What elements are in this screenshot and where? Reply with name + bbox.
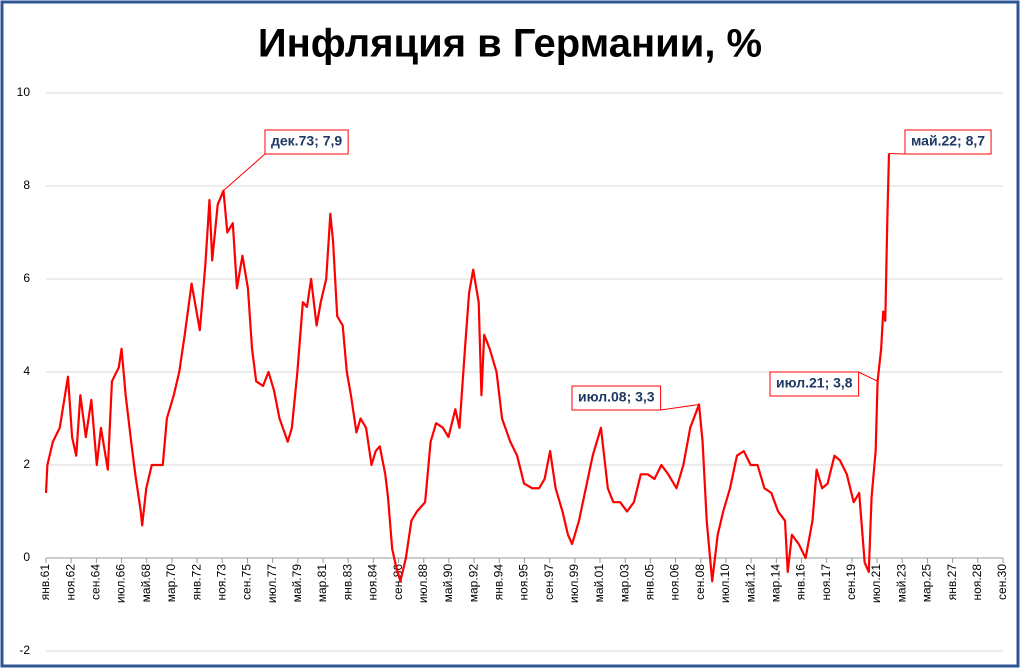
x-tick-label: сен.19 — [844, 564, 858, 600]
x-tick-label: май.90 — [441, 564, 455, 603]
x-tick-label: мар.92 — [466, 564, 480, 603]
x-tick-label: май.79 — [290, 564, 304, 603]
annotation-box — [264, 129, 349, 155]
x-tick-label: ноя.28 — [970, 564, 984, 601]
x-tick-label: июл.66 — [114, 564, 128, 603]
x-tick-label: ноя.17 — [819, 564, 833, 601]
x-tick-label: ноя.06 — [668, 564, 682, 601]
x-tick-label: мар.81 — [315, 564, 329, 603]
x-tick-label: янв.27 — [945, 564, 959, 601]
annotation: дек.73; 7,9 — [271, 133, 342, 149]
x-tick-label: янв.05 — [643, 564, 657, 601]
x-tick-label: май.68 — [139, 564, 153, 603]
y-tick-label: 4 — [23, 364, 30, 378]
x-tick-label: май.01 — [592, 564, 606, 603]
x-tick-label: июл.21 — [869, 564, 883, 603]
annotation-box — [571, 385, 662, 411]
y-tick-label: -2 — [19, 643, 30, 657]
x-tick-label: май.23 — [894, 564, 908, 603]
x-tick-label: июл.88 — [416, 564, 430, 603]
y-tick-label: 2 — [23, 457, 30, 471]
x-tick-label: сен.08 — [693, 564, 707, 600]
x-tick-label: сен.75 — [240, 564, 254, 600]
leader — [888, 152, 906, 155]
leader — [223, 153, 266, 192]
line-series — [44, 153, 891, 583]
leader — [858, 371, 878, 382]
x-tick-label: май.12 — [743, 564, 757, 603]
x-tick-label: ноя.95 — [517, 564, 531, 601]
y-tick-label: 0 — [23, 550, 30, 564]
chart-title: Инфляция в Германии, % — [258, 22, 762, 66]
annotation: июл.21; 3,8 — [776, 375, 853, 391]
x-tick-label: янв.61 — [38, 564, 52, 601]
y-tick-label: 6 — [23, 271, 30, 285]
x-tick-label: мар.25 — [920, 564, 934, 603]
x-tick-label: ноя.84 — [366, 564, 380, 601]
x-tick-label: июл.99 — [567, 564, 581, 603]
x-tick-label: янв.16 — [794, 564, 808, 601]
x-tick-label: янв.83 — [340, 564, 354, 601]
x-tick-label: сен.97 — [542, 564, 556, 600]
x-tick-label: янв.72 — [189, 564, 203, 601]
annotation-box — [904, 129, 992, 155]
x-tick-label: мар.14 — [769, 564, 783, 603]
x-tick-label: сен.30 — [995, 564, 1009, 600]
annotation: май.22; 8,7 — [911, 133, 985, 149]
x-tick-label: мар.70 — [164, 564, 178, 603]
x-tick-label: июл.77 — [265, 564, 279, 603]
x-tick-label: янв.94 — [491, 564, 505, 601]
leader — [660, 404, 700, 411]
x-tick-label: ноя.73 — [214, 564, 228, 601]
annotation: июл.08; 3,3 — [578, 389, 655, 405]
annotation-box — [769, 371, 860, 397]
y-tick-label: 8 — [23, 178, 30, 192]
x-tick-label: сен.64 — [89, 564, 103, 600]
x-tick-label: мар.03 — [617, 564, 631, 603]
x-tick-label: ноя.62 — [63, 564, 77, 601]
y-tick-label: 10 — [17, 85, 31, 99]
x-tick-label: июл.10 — [718, 564, 732, 603]
